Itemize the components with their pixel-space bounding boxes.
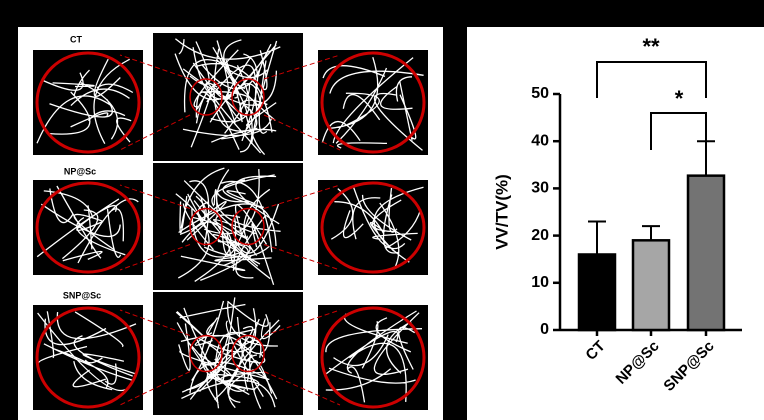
roi-circle: [320, 306, 426, 409]
roi-circle: [35, 51, 141, 154]
zoom-line: [119, 309, 191, 406]
vessels: [330, 186, 424, 270]
y-tick-label: 10: [531, 274, 549, 291]
bar: [631, 239, 671, 332]
roi-circle: [320, 51, 426, 154]
y-tick-label: 40: [531, 132, 549, 149]
zoom-line: [119, 184, 191, 271]
significance: **: [642, 34, 660, 59]
zoom-line: [263, 184, 341, 271]
vessels: [36, 58, 134, 145]
zoom-line: [263, 309, 341, 406]
row-label: SNP@Sc: [63, 290, 101, 300]
micro-ct-image: [33, 50, 143, 155]
y-tick-label: 20: [531, 227, 549, 244]
roi-circle: [231, 207, 265, 246]
bar: [686, 174, 726, 332]
vessels: [174, 38, 281, 156]
sig-bracket: [650, 112, 707, 150]
roi-circle: [320, 181, 426, 274]
roi-circle: [189, 78, 223, 116]
vessels: [37, 311, 137, 392]
zoom-line: [263, 54, 341, 151]
zoom-line: [119, 54, 191, 151]
y-tick-label: 30: [531, 180, 549, 197]
roi-circle: [35, 181, 141, 274]
vessels: [36, 185, 139, 264]
row-label: NP@Sc: [64, 166, 96, 176]
row-label: CT: [70, 34, 82, 44]
roi-circle: [189, 207, 223, 246]
roi-circle: [35, 306, 141, 409]
significance: *: [675, 86, 684, 111]
y-axis-label: VV/TV(%): [492, 174, 511, 250]
bar: [577, 253, 617, 332]
vessels: [325, 310, 423, 403]
image-panel: [18, 27, 443, 420]
y-tick-label: 0: [540, 321, 549, 338]
vessels: [175, 167, 281, 285]
sig-bracket: [596, 61, 707, 98]
y-tick-label: 50: [531, 85, 549, 102]
roi-circle: [189, 334, 223, 373]
roi-circle: [231, 334, 265, 373]
roi-circle: [231, 78, 265, 116]
